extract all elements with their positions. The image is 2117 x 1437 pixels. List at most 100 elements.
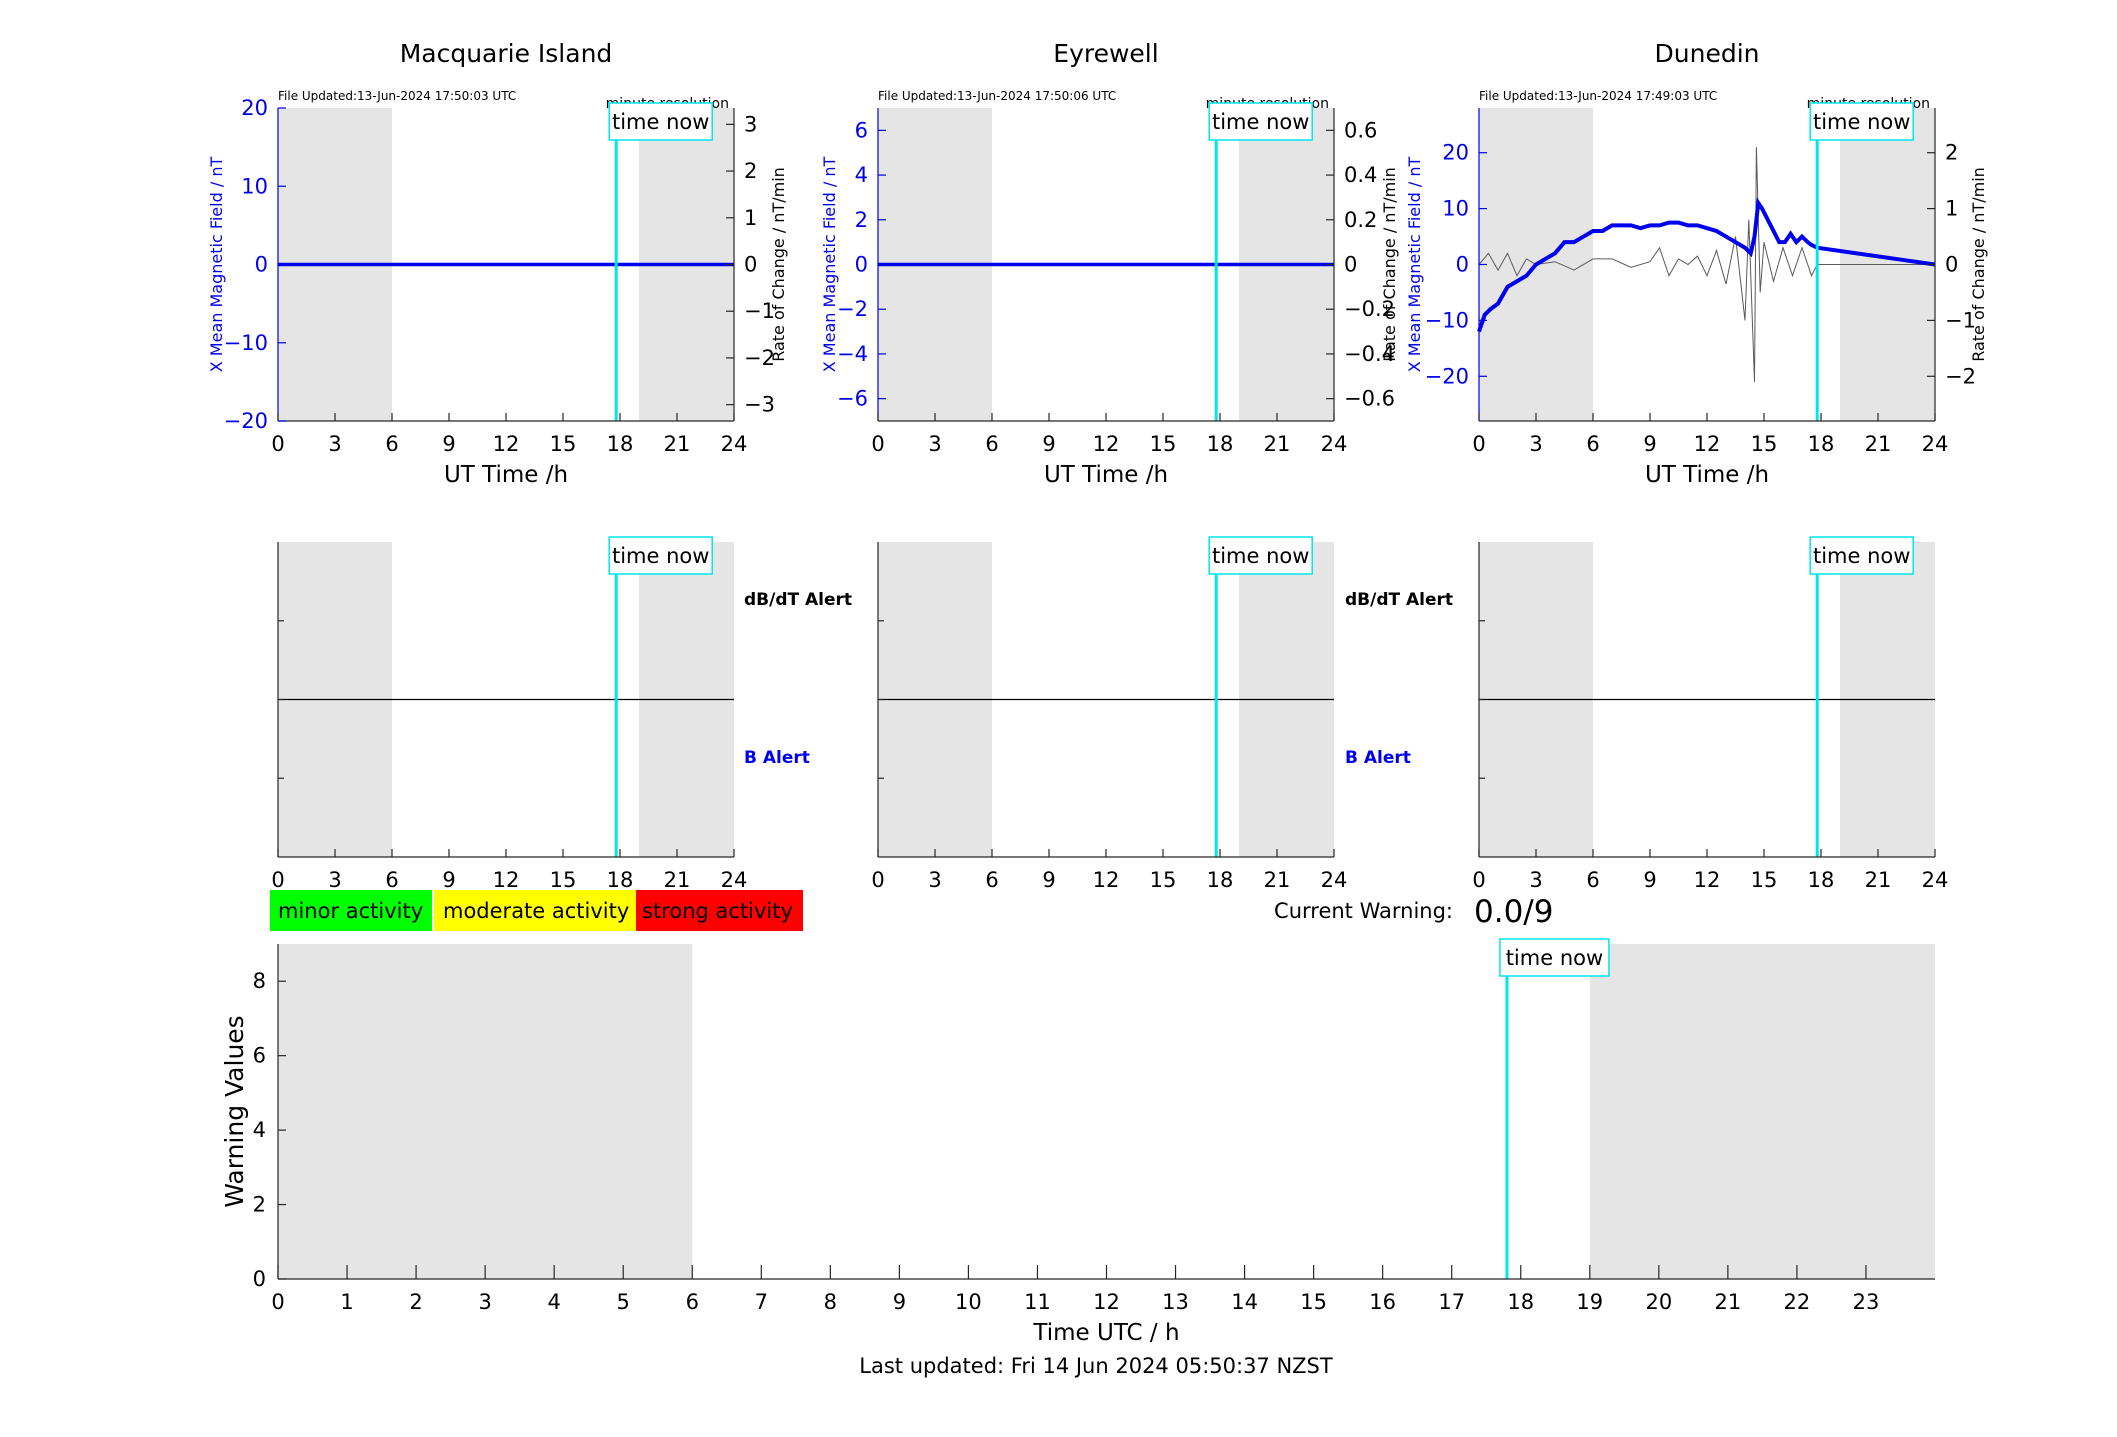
y2-tick-label: 2: [1945, 141, 1958, 165]
x-tick-label: 22: [1784, 1290, 1811, 1314]
x-tick-label: 12: [1694, 868, 1721, 892]
x-tick-label: 21: [664, 868, 691, 892]
rate-of-change-line: [1478, 147, 1935, 382]
y-tick-label: 10: [241, 174, 268, 198]
x-tick-label: 3: [1529, 868, 1542, 892]
x-tick-label: 12: [493, 868, 520, 892]
x-tick-label: 9: [1643, 432, 1656, 456]
x-tick-label: 19: [1576, 1290, 1603, 1314]
y2-tick-label: −0.6: [1344, 387, 1395, 411]
magnetic-field-plot: Dunedin File Updated:13-Jun-2024 17:49:03…: [1405, 39, 1988, 488]
x-tick-label: 5: [617, 1290, 630, 1314]
y-tick-label: −20: [224, 409, 268, 433]
alert-plot: time now 0 3 6 9 12 15 18 21 24: [1472, 536, 1948, 892]
y-tick-label: 0: [253, 1267, 266, 1291]
x-tick-label: 9: [1042, 868, 1055, 892]
y2-axis-label: Rate of Change / nT/min: [1969, 167, 1988, 362]
x-tick-label: 9: [1042, 432, 1055, 456]
x-tick-label: 12: [1093, 868, 1120, 892]
x-tick-label: 4: [547, 1290, 560, 1314]
legend-strong-swatch: [636, 890, 803, 931]
y2-tick-label: 0: [1945, 253, 1958, 277]
x-tick-label: 0: [271, 1290, 284, 1314]
x-tick-label: 20: [1645, 1290, 1672, 1314]
x-tick-label: 15: [1751, 868, 1778, 892]
b-alert-label: B Alert: [1345, 748, 1411, 768]
file-updated-text: File Updated:13-Jun-2024 17:50:03 UTC: [278, 89, 516, 103]
magnetic-field-plot: Macquarie Island File Updated:13-Jun-2024…: [207, 39, 788, 488]
last-updated-text: Last updated: Fri 14 Jun 2024 05:50:37 N…: [859, 1354, 1333, 1378]
x-tick-label: 15: [550, 432, 577, 456]
x-axis-label: UT Time /h: [444, 462, 568, 488]
magnetic-field-plot: Eyrewell File Updated:13-Jun-2024 17:50:0…: [820, 39, 1399, 488]
y2-tick-label: −1: [744, 299, 775, 323]
x-tick-label: 18: [1207, 432, 1234, 456]
x-tick-label: 24: [1321, 432, 1348, 456]
y-tick-label: 2: [855, 208, 868, 232]
y2-tick-label: 0: [744, 253, 757, 277]
x-tick-label: 23: [1853, 1290, 1880, 1314]
x-tick-label: 15: [1150, 432, 1177, 456]
y2-tick-label: 2: [744, 159, 757, 183]
time-now-label: time now: [612, 544, 709, 568]
x-tick-label: 6: [985, 868, 998, 892]
current-warning-label: Current Warning:: [1274, 899, 1453, 923]
b-alert-label: B Alert: [744, 748, 810, 768]
file-updated-text: File Updated:13-Jun-2024 17:49:03 UTC: [1479, 89, 1717, 103]
x-tick-label: 24: [721, 868, 748, 892]
x-tick-label: 7: [755, 1290, 768, 1314]
y2-tick-label: 0.2: [1344, 208, 1377, 232]
x-tick-label: 2: [409, 1290, 422, 1314]
time-now-label: time now: [1506, 946, 1603, 970]
x-tick-label: 3: [328, 868, 341, 892]
x-tick-label: 12: [493, 432, 520, 456]
x-tick-label: 15: [1751, 432, 1778, 456]
x-tick-label: 3: [478, 1290, 491, 1314]
x-axis-label: Time UTC / h: [1032, 1320, 1179, 1346]
x-tick-label: 12: [1694, 432, 1721, 456]
y2-tick-label: 1: [744, 206, 757, 230]
x-tick-label: 15: [1150, 868, 1177, 892]
x-tick-label: 13: [1162, 1290, 1189, 1314]
x-tick-label: 17: [1438, 1290, 1465, 1314]
x-tick-label: 3: [328, 432, 341, 456]
y-tick-label: 4: [253, 1118, 266, 1142]
y-tick-label: −20: [1425, 364, 1469, 388]
y-tick-label: 0: [855, 253, 868, 277]
y2-tick-label: −0.4: [1344, 342, 1395, 366]
x-tick-label: 18: [1808, 432, 1835, 456]
legend-moderate-swatch: [434, 890, 636, 931]
x-tick-label: 6: [686, 1290, 699, 1314]
legend-minor-swatch: [270, 890, 432, 931]
x-tick-label: 15: [1300, 1290, 1327, 1314]
y-tick-label: −4: [837, 342, 868, 366]
y2-tick-label: 0.6: [1344, 118, 1377, 142]
x-tick-label: 6: [385, 868, 398, 892]
y-tick-label: 4: [855, 163, 868, 187]
x-tick-label: 21: [1264, 432, 1291, 456]
x-tick-label: 18: [1808, 868, 1835, 892]
x-tick-label: 14: [1231, 1290, 1258, 1314]
x-tick-label: 24: [721, 432, 748, 456]
x-tick-label: 6: [1586, 432, 1599, 456]
y2-tick-label: −0.2: [1344, 297, 1395, 321]
station-title: Dunedin: [1655, 39, 1760, 68]
x-tick-label: 18: [607, 432, 634, 456]
x-tick-label: 0: [871, 432, 884, 456]
y2-tick-label: −3: [744, 393, 775, 417]
station-title: Eyrewell: [1053, 39, 1158, 68]
y2-axis-label: Rate of Change / nT/min: [1380, 167, 1399, 362]
x-tick-label: 6: [385, 432, 398, 456]
y2-tick-label: 3: [744, 112, 757, 136]
x-tick-label: 18: [1507, 1290, 1534, 1314]
x-tick-label: 24: [1321, 868, 1348, 892]
x-tick-label: 21: [1865, 868, 1892, 892]
y-tick-label: 6: [253, 1044, 266, 1068]
alert-plot: time now 0 3 6 9 12 15 18 21 24: [271, 536, 748, 892]
x-tick-label: 0: [1472, 868, 1485, 892]
y-tick-label: 8: [253, 969, 266, 993]
x-tick-label: 3: [928, 432, 941, 456]
time-now-label: time now: [1813, 544, 1910, 568]
y2-tick-label: 0.4: [1344, 163, 1377, 187]
